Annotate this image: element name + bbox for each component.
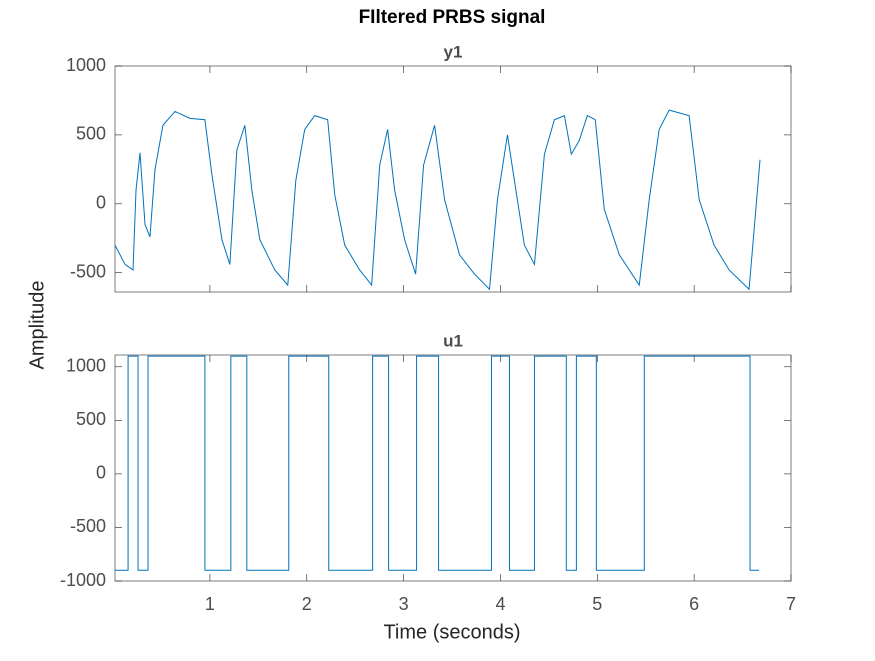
axes-title: u1 [443,331,463,350]
y-tick-label: 500 [76,409,106,429]
x-tick-label: 3 [399,594,409,614]
x-tick-label: 2 [302,594,312,614]
axes-box [114,65,792,293]
figure-title: FIltered PRBS signal [359,7,546,28]
signal-line [115,355,760,571]
x-tick-label: 5 [592,594,602,614]
y-tick-label: 0 [96,463,106,483]
axes-title: y1 [444,42,463,61]
y-tick-label: 500 [76,124,106,144]
y-tick-label: 1000 [66,356,106,376]
signal-line [114,109,761,291]
x-axis-label: Time (seconds) [383,621,520,643]
y-tick-label: 1000 [66,55,106,75]
x-tick-label: 4 [495,594,505,614]
y-tick-label: -500 [70,261,106,281]
y-tick-label: 0 [96,193,106,213]
y-tick-label: -500 [70,516,106,536]
x-tick-label: 1 [205,594,215,614]
y-tick-label: -1000 [60,570,106,590]
x-tick-label: 7 [786,594,796,614]
x-tick-label: 6 [689,594,699,614]
axes-box [114,354,792,582]
y-axis-label: Amplitude [26,281,48,370]
